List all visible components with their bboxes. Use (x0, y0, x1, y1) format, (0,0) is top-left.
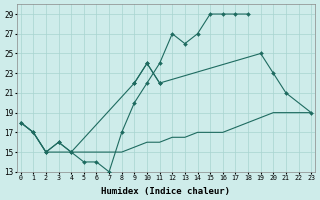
X-axis label: Humidex (Indice chaleur): Humidex (Indice chaleur) (101, 187, 230, 196)
